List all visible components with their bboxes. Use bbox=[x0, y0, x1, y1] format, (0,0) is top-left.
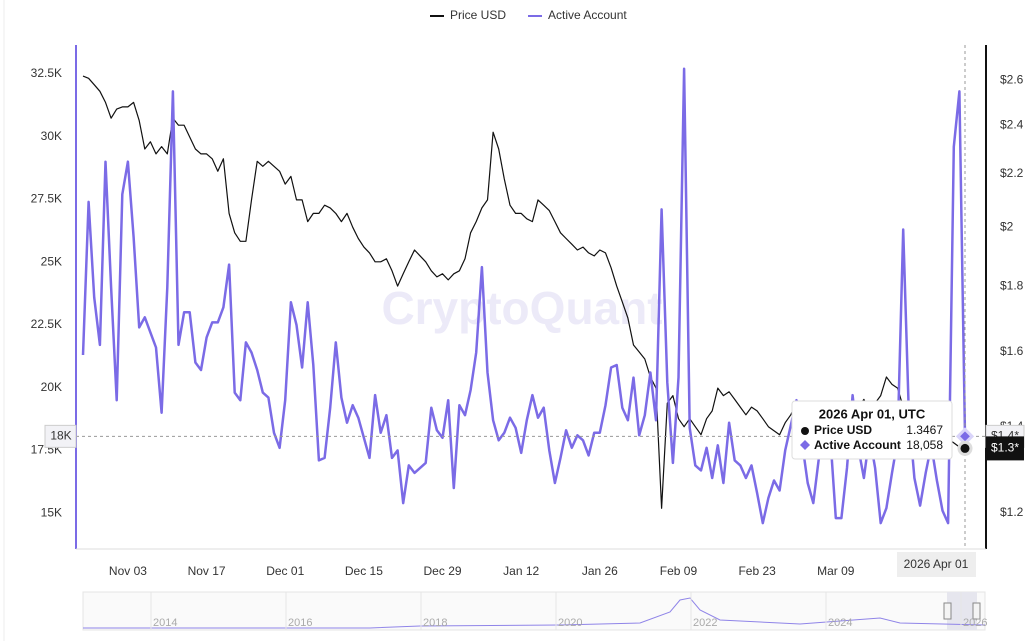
navigator-window bbox=[947, 592, 977, 630]
tooltip-value: 18,058 bbox=[906, 438, 943, 452]
y2-tick-label: $2 bbox=[1000, 219, 1014, 233]
crosshair-x-label: 2026 Apr 01 bbox=[904, 557, 969, 571]
navigator-year: 2020 bbox=[558, 617, 582, 629]
y-tick-label: 15K bbox=[41, 505, 62, 519]
navigator-year: 2016 bbox=[288, 617, 312, 629]
tooltip-diamond bbox=[800, 440, 810, 450]
navigator-year: 2014 bbox=[153, 617, 177, 629]
y2-tick-label: $2.2 bbox=[1000, 166, 1024, 180]
x-tick-label: Jan 26 bbox=[582, 564, 618, 578]
y2-tick-label: $2.4 bbox=[1000, 117, 1024, 131]
x-tick-label: Jan 12 bbox=[503, 564, 539, 578]
tooltip-title: 2026 Apr 01, UTC bbox=[819, 406, 926, 421]
x-tick-label: Feb 23 bbox=[738, 564, 776, 578]
price-label: $1.3* bbox=[991, 441, 1019, 455]
tooltip-dot bbox=[801, 427, 809, 435]
y-tick-label: 27.5K bbox=[31, 192, 62, 206]
legend-label: Active Account bbox=[548, 8, 627, 22]
navigator-year: 2018 bbox=[423, 617, 447, 629]
price-box bbox=[986, 436, 1024, 461]
y-tick-label: 30K bbox=[41, 129, 62, 143]
watermark: CryptoQuant bbox=[381, 282, 662, 334]
navigator-handle[interactable] bbox=[972, 602, 981, 620]
navigator-frame bbox=[82, 591, 986, 631]
navigator-year: 2026 bbox=[963, 617, 987, 629]
crosshair-y-label: 18K bbox=[50, 429, 71, 443]
tooltip-name: Active Account bbox=[814, 438, 901, 452]
navigator-year: 2024 bbox=[828, 617, 852, 629]
x-tick-label: Dec 15 bbox=[345, 564, 383, 578]
x-tick-label: Nov 17 bbox=[188, 564, 226, 578]
y-tick-label: 32.5K bbox=[31, 66, 62, 80]
y-tick-label: 22.5K bbox=[31, 317, 62, 331]
y2-tick-label: $2.6 bbox=[1000, 73, 1024, 87]
y-tick-label: 20K bbox=[41, 380, 62, 394]
legend-label: Price USD bbox=[450, 8, 506, 22]
navigator-year: 2022 bbox=[693, 617, 717, 629]
x-tick-label: Mar 09 bbox=[817, 564, 855, 578]
crosshair-y-box bbox=[44, 424, 77, 448]
price-marker bbox=[957, 440, 973, 456]
y2-tick-label: $1.8 bbox=[1000, 278, 1024, 292]
y2-tick-label: $1.2 bbox=[1000, 505, 1024, 519]
x-tick-label: Dec 29 bbox=[424, 564, 462, 578]
x-tick-label: Nov 03 bbox=[109, 564, 147, 578]
navigator: 2014 2016 2018 2020 2022 2024 2026 bbox=[82, 591, 987, 631]
y2-tick-label: $1.6 bbox=[1000, 344, 1024, 358]
tooltip-value: 1.3467 bbox=[906, 423, 943, 437]
navigator-line bbox=[83, 597, 986, 629]
y-tick-label: 25K bbox=[41, 254, 62, 268]
x-tick-label: Feb 09 bbox=[660, 564, 698, 578]
series-line bbox=[81, 67, 967, 525]
crosshair-x-box bbox=[897, 552, 976, 577]
x-tick-label: Dec 01 bbox=[266, 564, 304, 578]
tooltip-name: Price USD bbox=[814, 423, 872, 437]
navigator-handle[interactable] bbox=[943, 602, 952, 620]
legend: Price USD Active Account bbox=[430, 8, 627, 22]
tooltip-box bbox=[791, 400, 953, 460]
